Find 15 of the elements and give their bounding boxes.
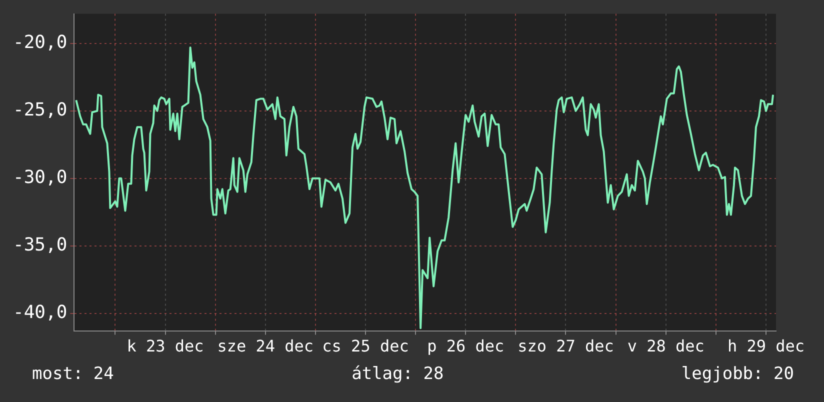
y-tick-label: -40,0 bbox=[12, 302, 68, 323]
x-tick-label: szo 27 dec bbox=[518, 336, 614, 356]
text: most: 24 bbox=[32, 364, 114, 384]
x-tick-label: sze 24 dec bbox=[217, 336, 314, 356]
text: átlag: 28 bbox=[352, 364, 444, 384]
y-tick-label: -25,0 bbox=[12, 100, 68, 121]
x-tick-label: h 29 dec bbox=[727, 336, 805, 356]
x-tick-label: p 26 dec bbox=[427, 336, 504, 356]
x-tick-label: cs 25 dec bbox=[322, 336, 409, 356]
text: legjobb: 20 bbox=[681, 364, 794, 384]
y-tick-label: -30,0 bbox=[12, 167, 68, 188]
x-tick-label: v 28 dec bbox=[627, 336, 704, 356]
y-tick-label: -35,0 bbox=[12, 234, 68, 256]
y-tick-label: -20,0 bbox=[12, 32, 68, 54]
x-tick-label: k 23 dec bbox=[126, 336, 204, 356]
